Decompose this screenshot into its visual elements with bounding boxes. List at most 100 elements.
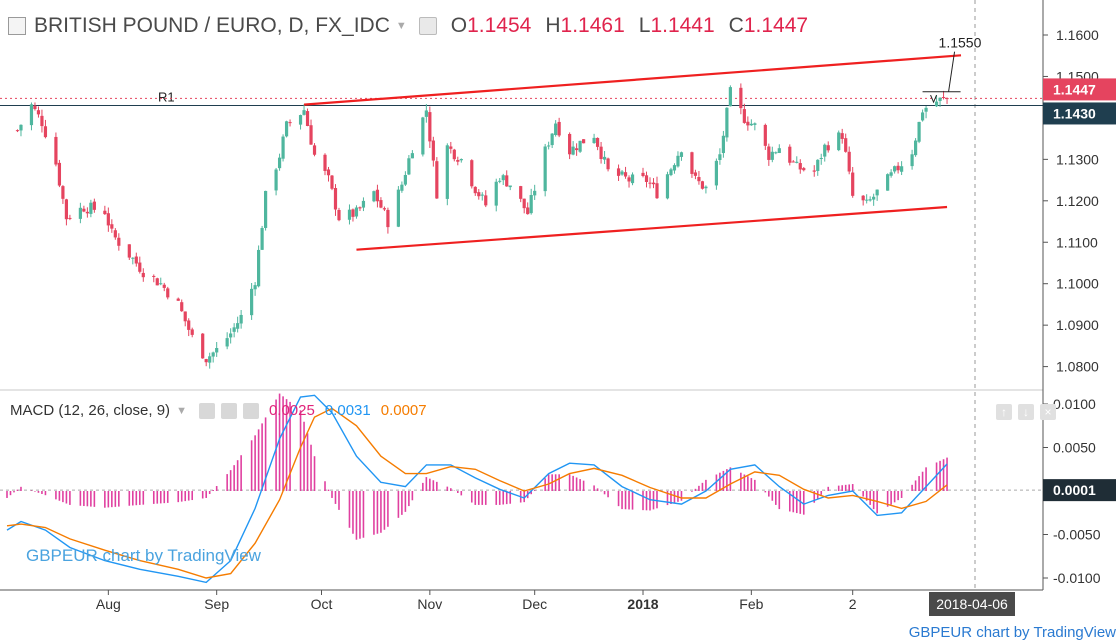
time-tick-label: Aug [96,596,121,612]
candle-body [43,126,48,138]
candle-body [253,285,257,290]
candle-body [934,101,939,107]
resistance-label: R1 [158,89,175,104]
macd-hist-value: 0.0025 [268,402,315,419]
candle-body [477,192,481,197]
candle-body [351,209,355,217]
footer-link[interactable]: GBPEUR chart by TradingView [908,624,1116,641]
candle-body [180,302,184,312]
candle-body [889,172,893,176]
candle-body [595,137,600,147]
close-pane-icon[interactable]: × [1040,404,1056,420]
candle-body [526,207,530,215]
eye-icon[interactable] [198,402,215,419]
candle-body [64,199,69,220]
candle-body [201,333,205,359]
candle-body [333,188,338,210]
time-tick-label: 2 [849,596,857,612]
candle-body [215,348,219,353]
pane-tools: ↑ ↓ × [996,404,1056,420]
chevron-down-icon[interactable]: ▼ [176,404,187,417]
candle-body [494,181,498,206]
price-tick-label: 1.0900 [1056,317,1099,333]
candle-body [407,158,411,175]
candle-body [305,111,310,126]
candle-body [749,123,753,126]
move-up-icon[interactable]: ↑ [996,404,1012,420]
macd-header: MACD (12, 26, close, 9) ▼ 0.0025 0.0031 … [10,402,427,419]
candle-body [924,107,928,112]
candle-body [557,121,561,136]
chart-header: BRITISH POUND / EURO, D, FX_IDC ▼ O 1.145… [8,13,808,39]
candle-body [739,87,743,109]
candle-body [767,146,771,160]
candle-body [777,148,781,154]
candle-body [396,189,400,227]
candle-body [522,198,526,209]
close-label: C [728,14,744,37]
candle-body [616,168,621,176]
candle-body [386,209,390,228]
candle-body [166,288,170,298]
close-icon[interactable] [242,402,259,419]
candle-body [337,209,341,221]
candle-body [36,110,41,115]
candle-body [725,107,729,138]
candle-body [421,117,425,155]
price-tick-label: 1.1200 [1056,193,1099,209]
candle-body [257,249,261,287]
gear-icon[interactable] [220,402,237,419]
candle-body [690,152,694,174]
candle-body [428,112,432,142]
candle-body [823,144,827,157]
candle-body [819,157,823,159]
candle-body [913,140,918,156]
candle-body [812,170,816,172]
chevron-down-icon[interactable]: ▼ [395,20,407,32]
time-tick-label: 2018 [627,596,658,612]
candle-body [519,186,523,199]
candle-body [281,136,285,159]
candle-body [29,104,34,126]
candle-body [85,211,89,214]
candle-body [260,228,264,250]
low-value: 1.1441 [650,14,715,37]
open-label: O [450,14,468,37]
candle-body [795,161,799,163]
symbol-icon[interactable] [8,17,26,35]
candle-body [131,257,135,259]
candle-body [449,146,453,149]
candle-body [232,327,236,332]
candle-body [117,237,121,246]
candle-body [155,278,159,286]
candle-body [627,177,631,182]
candle-body [484,195,488,206]
move-down-icon[interactable]: ↓ [1018,404,1034,420]
candle-body [410,153,414,159]
macd-title[interactable]: MACD (12, 26, close, 9) [10,402,171,419]
price-tick-label: 1.1000 [1056,276,1099,292]
candle-body [868,199,872,201]
candle-body [452,149,456,160]
candle-body [721,135,725,154]
candle-body [284,121,289,137]
candle-body [274,169,278,191]
candle-body [655,183,659,199]
candle-body [543,146,547,192]
candle-body [533,190,537,196]
candle-body [236,323,240,329]
macd-value-badge [1043,479,1116,502]
candle-body [816,159,820,172]
candle-body [847,151,851,172]
candle-body [945,98,949,100]
candle-body [382,208,387,210]
candle-body [578,140,582,152]
candle-body [152,275,156,277]
candle-body [753,123,757,125]
settings-icon[interactable] [418,17,437,35]
chart-title[interactable]: BRITISH POUND / EURO, D, FX_IDC [34,14,390,37]
price-tick-label: 1.1100 [1056,234,1098,250]
candle-body [791,161,795,163]
candle-body [134,256,138,264]
